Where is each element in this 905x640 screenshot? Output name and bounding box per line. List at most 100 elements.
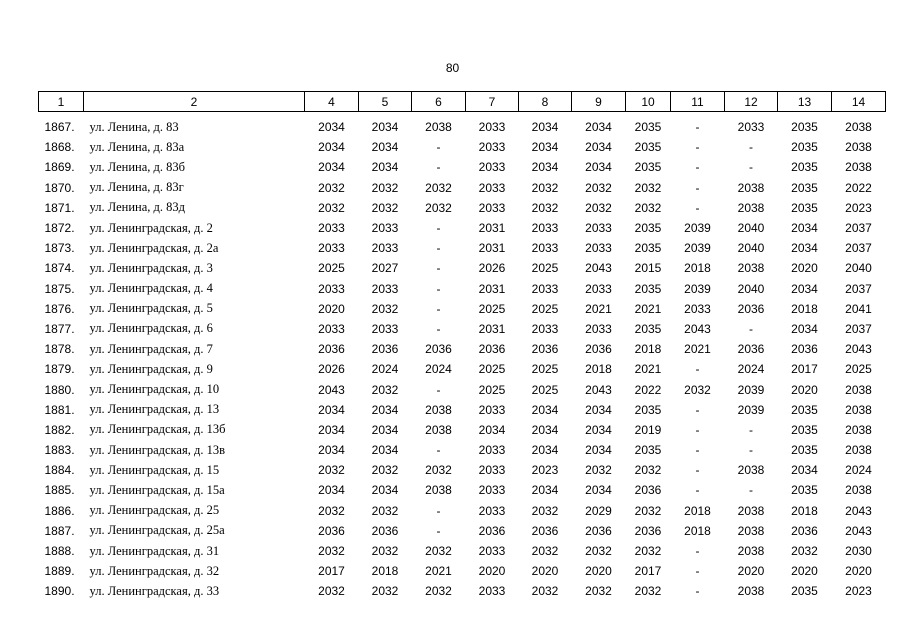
year-cell: -: [436, 523, 441, 538]
year-cell: 2033: [531, 281, 559, 296]
year-cell: -: [695, 463, 700, 478]
year-cell: 2039: [684, 221, 711, 236]
year-cell: 2033: [478, 584, 506, 599]
year-cell: 2032: [371, 200, 399, 215]
year-cell: 2035: [634, 402, 662, 417]
year-cell: 2024: [371, 362, 399, 377]
year-cell: 2033: [318, 281, 345, 296]
year-cell: 2032: [634, 200, 662, 215]
table-row: 1877. ул. Ленинградская, д. 6 2033 2033 - 203…: [39, 319, 886, 339]
row-number-cell: 1881.: [44, 402, 75, 417]
year-cell: 2038: [737, 200, 765, 215]
year-cell: 2032: [371, 301, 399, 316]
year-cell: -: [749, 422, 753, 437]
year-cell: 2034: [585, 402, 612, 417]
year-cell: 2038: [845, 443, 872, 458]
year-cell: 2034: [791, 221, 818, 236]
address-cell: ул. Ленинградская, д. 15а: [89, 482, 225, 497]
year-cell: 2043: [684, 321, 711, 336]
year-cell: -: [695, 544, 700, 559]
year-cell: 2034: [318, 443, 345, 458]
column-header: 9: [571, 91, 626, 112]
year-cell: 2037: [845, 221, 872, 236]
year-cell: 2035: [791, 483, 818, 498]
year-cell: 2024: [425, 362, 452, 377]
year-cell: 2020: [845, 564, 872, 579]
year-cell: -: [436, 221, 441, 236]
year-cell: 2039: [684, 241, 711, 256]
year-cell: 2034: [371, 422, 399, 437]
year-cell: -: [749, 140, 753, 155]
year-cell: -: [695, 564, 700, 579]
year-cell: -: [436, 443, 441, 458]
year-cell: 2038: [737, 261, 765, 276]
year-cell: -: [695, 120, 700, 135]
year-cell: -: [749, 483, 753, 498]
row-number-cell: 1878.: [44, 342, 75, 357]
column-header: 5: [358, 91, 412, 112]
address-cell: ул. Ленина, д. 83б: [89, 159, 185, 174]
year-cell: 2034: [531, 160, 559, 175]
year-cell: 2021: [585, 301, 612, 316]
year-cell: 2025: [531, 301, 559, 316]
year-cell: 2022: [845, 180, 872, 195]
table-row: 1873. ул. Ленинградская, д. 2а 2033 2033 - 20…: [39, 238, 886, 258]
year-cell: 2043: [845, 503, 872, 518]
row-number-cell: 1882.: [44, 422, 75, 437]
year-cell: 2021: [684, 342, 711, 357]
year-cell: 2036: [791, 342, 818, 357]
year-cell: 2025: [531, 261, 559, 276]
table-row: 1890. ул. Ленинградская, д. 33 2032 2032 203…: [39, 581, 886, 601]
table-row: 1876. ул. Ленинградская, д. 5 2020 2032 - 202…: [39, 299, 886, 319]
year-cell: -: [436, 382, 441, 397]
year-cell: -: [749, 321, 753, 336]
year-cell: 2032: [371, 382, 399, 397]
year-cell: 2025: [478, 382, 506, 397]
year-cell: 2032: [531, 200, 559, 215]
year-cell: 2034: [585, 483, 612, 498]
year-cell: 2033: [478, 160, 506, 175]
year-cell: 2035: [634, 241, 662, 256]
year-cell: 2018: [634, 342, 662, 357]
table-row: 1880. ул. Ленинградская, д. 10 2043 2032 - 20…: [39, 379, 886, 399]
year-cell: -: [436, 281, 441, 296]
year-cell: 2032: [318, 463, 345, 478]
year-cell: 2021: [634, 362, 662, 377]
row-number-cell: 1880.: [44, 382, 75, 397]
year-cell: 2033: [318, 241, 345, 256]
year-cell: 2033: [478, 180, 506, 195]
year-cell: 2026: [478, 261, 506, 276]
address-cell: ул. Ленинградская, д. 25: [89, 503, 220, 518]
year-cell: 2035: [634, 281, 662, 296]
year-cell: 2032: [585, 584, 612, 599]
year-cell: 2031: [478, 281, 506, 296]
table-row: 1874. ул. Ленинградская, д. 3 2025 2027 - 202…: [39, 258, 886, 278]
year-cell: 2034: [371, 120, 399, 135]
year-cell: 2034: [585, 140, 612, 155]
year-cell: 2035: [791, 160, 818, 175]
year-cell: 2024: [737, 362, 765, 377]
year-cell: 2018: [585, 362, 612, 377]
year-cell: -: [695, 402, 700, 417]
row-number-cell: 1887.: [44, 523, 75, 538]
year-cell: 2017: [791, 362, 818, 377]
table-row: 1868. ул. Ленина, д. 83а 2034 2034 - 2033 2034…: [39, 137, 886, 157]
year-cell: -: [695, 200, 700, 215]
year-cell: 2032: [634, 544, 662, 559]
year-cell: 2018: [684, 261, 711, 276]
year-cell: 2025: [478, 362, 506, 377]
year-cell: 2035: [791, 584, 818, 599]
address-cell: ул. Ленинградская, д. 13: [89, 402, 220, 417]
table-row: 1867. ул. Ленина, д. 83 2034 2034 2038 2033 20…: [39, 117, 886, 137]
year-cell: 2040: [737, 281, 765, 296]
year-cell: 2036: [318, 342, 345, 357]
year-cell: 2023: [845, 200, 872, 215]
year-cell: 2020: [478, 564, 506, 579]
address-cell: ул. Ленинградская, д. 31: [89, 543, 220, 558]
year-cell: 2033: [585, 321, 612, 336]
year-cell: 2033: [478, 463, 506, 478]
year-cell: 2020: [585, 564, 612, 579]
row-number-cell: 1871.: [44, 200, 75, 215]
year-cell: 2038: [425, 483, 452, 498]
year-cell: 2020: [737, 564, 765, 579]
